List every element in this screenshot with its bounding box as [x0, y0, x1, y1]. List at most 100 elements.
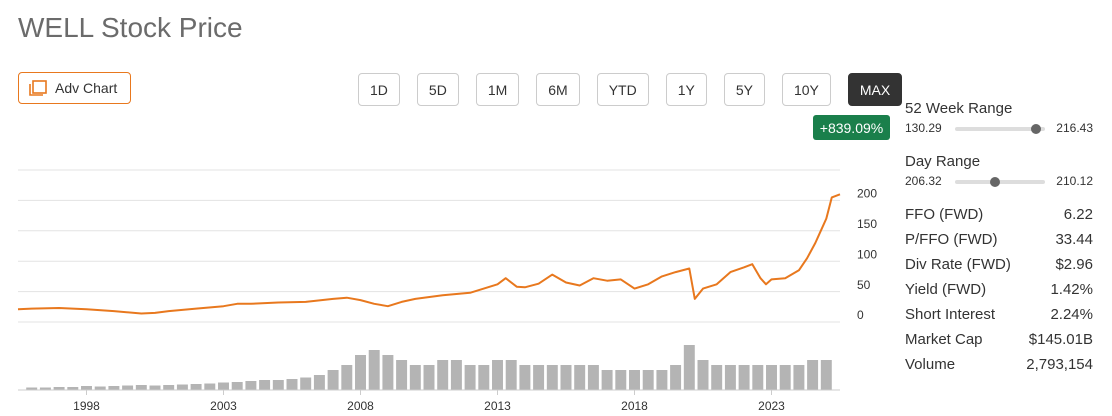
stat-label: Volume: [905, 356, 956, 373]
volume-bar: [135, 385, 147, 390]
volume-bar: [409, 365, 421, 390]
stat-row: FFO (FWD) 6.22: [905, 206, 1093, 223]
volume-bar: [231, 382, 243, 390]
stat-label: Market Cap: [905, 331, 983, 348]
volume-bar: [670, 365, 682, 390]
stat-value: 1.42%: [1050, 281, 1093, 298]
range-button[interactable]: 1M: [475, 73, 520, 106]
stat-row: Short Interest 2.24%: [905, 306, 1093, 323]
volume-bar: [122, 385, 134, 390]
price-line: [17, 193, 841, 315]
range-button[interactable]: 1D: [358, 73, 400, 106]
volume-bar: [382, 355, 394, 390]
x-tick-label: 2018: [621, 399, 648, 413]
stat-row: Yield (FWD) 1.42%: [905, 281, 1093, 298]
volume-bar: [519, 365, 531, 390]
volume-bar: [478, 365, 490, 390]
range-track: [955, 127, 1045, 131]
volume-bar: [94, 386, 106, 390]
x-tick-label: 2023: [758, 399, 785, 413]
page-title: WELL Stock Price: [18, 12, 243, 43]
volume-bar: [176, 384, 188, 390]
range-button[interactable]: 5D: [416, 73, 459, 106]
y-tick-label: 50: [857, 278, 871, 292]
volume-bar: [587, 365, 599, 390]
range-label: 52 Week Range: [905, 100, 1013, 117]
volume-bar: [574, 365, 586, 390]
x-tick-label: 2008: [347, 399, 374, 413]
volume-bar: [697, 360, 709, 390]
adv-chart-button[interactable]: Adv Chart: [18, 72, 131, 104]
volume-bar: [355, 355, 366, 390]
volume-bar: [711, 365, 723, 390]
change-badge: +839.09%: [813, 115, 890, 140]
y-tick-label: 100: [857, 247, 877, 261]
range-label: Day Range: [905, 153, 981, 170]
volume-bar: [67, 387, 79, 390]
y-tick-label: 0: [857, 308, 864, 322]
volume-bar: [81, 386, 92, 390]
x-tick-label: 2003: [210, 399, 237, 413]
volume-bar: [642, 370, 654, 390]
volume-bar: [546, 365, 558, 390]
stat-row: Market Cap $145.01B: [905, 331, 1093, 348]
volume-bar: [368, 350, 380, 390]
range-button[interactable]: 1Y: [665, 73, 707, 106]
volume-bar: [300, 377, 312, 390]
volume-bar: [396, 360, 408, 390]
stat-value: $145.01B: [1028, 331, 1093, 348]
volume-bar: [766, 365, 777, 390]
range-button[interactable]: 6M: [536, 73, 580, 106]
volume-bar: [272, 380, 284, 390]
range-high: 216.43: [1056, 121, 1093, 135]
volume-bar: [820, 360, 832, 390]
y-tick-label: 200: [857, 187, 877, 201]
volume-bar: [204, 383, 216, 390]
volume-bar: [533, 365, 545, 390]
stat-label: FFO (FWD): [905, 206, 984, 223]
volume-bar: [286, 379, 298, 390]
volume-bar: [327, 370, 339, 390]
volume-bar: [259, 380, 271, 390]
volume-bar: [53, 387, 65, 390]
volume-bar: [149, 385, 161, 390]
volume-bar: [793, 365, 805, 390]
adv-chart-label: Adv Chart: [55, 80, 118, 96]
stat-row: P/FFO (FWD) 33.44: [905, 231, 1093, 248]
volume-bar: [437, 360, 449, 390]
stat-value: 33.44: [1055, 231, 1093, 248]
volume-bar: [724, 365, 736, 390]
volume-bar: [163, 385, 175, 390]
x-tick-label: 1998: [73, 399, 100, 413]
volume-bar: [752, 365, 764, 390]
range-marker: [1031, 124, 1042, 134]
volume-bar: [683, 345, 695, 390]
volume-bar: [108, 386, 120, 390]
range-button[interactable]: MAX: [847, 73, 903, 106]
volume-bar: [615, 370, 627, 390]
stat-value: $2.96: [1055, 256, 1093, 273]
volume-bar: [218, 382, 229, 390]
range-marker: [989, 177, 1000, 187]
range-high: 210.12: [1056, 174, 1093, 188]
range-buttons: 1D 5D 1M 6M YTD 1Y 5Y 10Y MAX: [358, 73, 903, 106]
volume-bar: [492, 360, 503, 390]
volume-bar: [26, 387, 38, 390]
range-track: [955, 180, 1045, 184]
stat-label: Div Rate (FWD): [905, 256, 1011, 273]
volume-bar: [423, 365, 435, 390]
volume-bar: [39, 387, 51, 390]
stat-value: 2.24%: [1050, 306, 1093, 323]
range-button[interactable]: YTD: [596, 73, 649, 106]
stat-label: Yield (FWD): [905, 281, 987, 298]
volume-bar: [313, 375, 325, 390]
volume-bar: [190, 384, 202, 390]
stat-value: 2,793,154: [1026, 356, 1093, 373]
x-tick-label: 2013: [484, 399, 511, 413]
stat-label: Short Interest: [905, 306, 996, 323]
range-button[interactable]: 5Y: [723, 73, 765, 106]
range-button[interactable]: 10Y: [781, 73, 831, 106]
volume-bar: [601, 370, 613, 390]
y-tick-label: 150: [857, 217, 877, 231]
